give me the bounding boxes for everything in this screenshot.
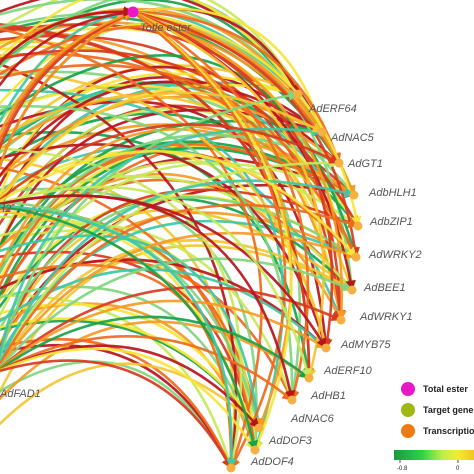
legend-swatch-total-ester — [401, 382, 415, 396]
node-dof3 — [250, 445, 260, 455]
colorbar-tick-label-min: -0.8 — [397, 466, 408, 472]
edge — [0, 157, 341, 368]
node-label-hb1: AdHB1 — [310, 390, 346, 402]
edge — [0, 123, 340, 202]
edge — [132, 10, 310, 402]
edge — [0, 231, 357, 369]
edge — [0, 25, 341, 164]
node-erf64 — [293, 89, 303, 99]
edge — [132, 10, 362, 228]
node-layer — [0, 6, 363, 473]
edge — [0, 299, 327, 371]
edge — [132, 7, 325, 133]
legend: Total ester Target genes Transcription-f… — [394, 382, 474, 472]
legend-swatch-target-genes — [401, 403, 415, 417]
node-label-dof3: AdDOF3 — [268, 435, 313, 447]
node-nac6 — [254, 423, 264, 433]
edge — [0, 88, 285, 451]
node-label-wrky2: AdWRKY2 — [368, 249, 422, 261]
edge — [0, 359, 233, 469]
edge — [0, 194, 296, 402]
node-label-total_ester: Totle ester — [140, 22, 192, 34]
node-label-bhlh1: AdbHLH1 — [368, 187, 417, 199]
node-label-wrky1: AdWRKY1 — [359, 311, 413, 323]
node-bhlh1 — [349, 190, 359, 200]
edge — [0, 285, 342, 371]
node-label-bee1: AdBEE1 — [363, 282, 406, 294]
node-wrky1 — [336, 315, 346, 325]
edge — [0, 204, 237, 470]
edge — [0, 203, 359, 368]
edge — [0, 315, 310, 380]
node-myb75 — [321, 343, 331, 353]
edge — [0, 179, 356, 367]
label-layer: Totle ester AdERF64 AdNAC5 AdGT1 AdbHLH1 AdbZ… — [0, 22, 422, 468]
node-nac5 — [317, 127, 327, 137]
colorbar — [394, 450, 474, 460]
edge — [0, 7, 135, 87]
node-label-erf10: AdERF10 — [323, 365, 373, 377]
edge — [132, 10, 334, 350]
node-total_ester — [127, 6, 139, 18]
node-label-bzip1: AdbZIP1 — [369, 216, 413, 228]
edge — [0, 360, 233, 469]
node-label-myb75: AdMYB75 — [340, 339, 391, 351]
node-label-dof4: AdDOF4 — [250, 456, 294, 468]
node-wrky2 — [351, 252, 361, 262]
node-label-gene2: ...H2 — [0, 203, 11, 215]
edge — [0, 10, 134, 138]
edge — [0, 223, 294, 401]
edge — [0, 63, 358, 258]
legend-swatch-transcription-factor — [401, 424, 415, 438]
edge — [0, 10, 134, 151]
edge — [0, 90, 300, 363]
edge — [0, 149, 357, 258]
node-fad1 — [0, 369, 1, 375]
node-dof4 — [226, 463, 236, 473]
node-label-nac5: AdNAC5 — [330, 132, 375, 144]
edge-layer — [0, 0, 362, 470]
edge — [132, 10, 325, 380]
edge — [132, 10, 287, 469]
edge — [132, 10, 347, 322]
legend-label-target-genes: Target genes — [423, 405, 474, 415]
edge — [0, 0, 300, 95]
edge — [0, 175, 353, 291]
node-label-erf64: AdERF64 — [308, 103, 357, 115]
colorbar-tick-label-zero: 0 — [456, 466, 460, 472]
edge — [0, 335, 293, 402]
edge — [0, 7, 341, 164]
edge — [0, 91, 323, 200]
node-label-gt1: AdGT1 — [347, 158, 383, 170]
edge — [0, 347, 257, 451]
node-hb1 — [287, 395, 297, 405]
node-erf10 — [304, 373, 314, 383]
edge — [0, 257, 353, 370]
node-gt1 — [334, 158, 344, 168]
edge — [0, 10, 134, 171]
node-label-fad1: AdFAD1 — [0, 388, 41, 400]
edge — [0, 204, 259, 452]
edge — [0, 105, 298, 402]
legend-label-total-ester: Total ester — [423, 384, 468, 394]
node-bee1 — [347, 285, 357, 295]
edge — [0, 185, 312, 380]
edge — [0, 69, 329, 350]
edge — [0, 362, 260, 429]
node-label-nac6: AdNAC6 — [290, 413, 335, 425]
edge — [0, 6, 135, 65]
legend-label-transcription-factor: Transcription-factor — [423, 426, 474, 436]
edge — [0, 125, 324, 360]
edge — [132, 10, 341, 164]
edge — [0, 211, 357, 348]
node-bzip1 — [353, 221, 363, 231]
